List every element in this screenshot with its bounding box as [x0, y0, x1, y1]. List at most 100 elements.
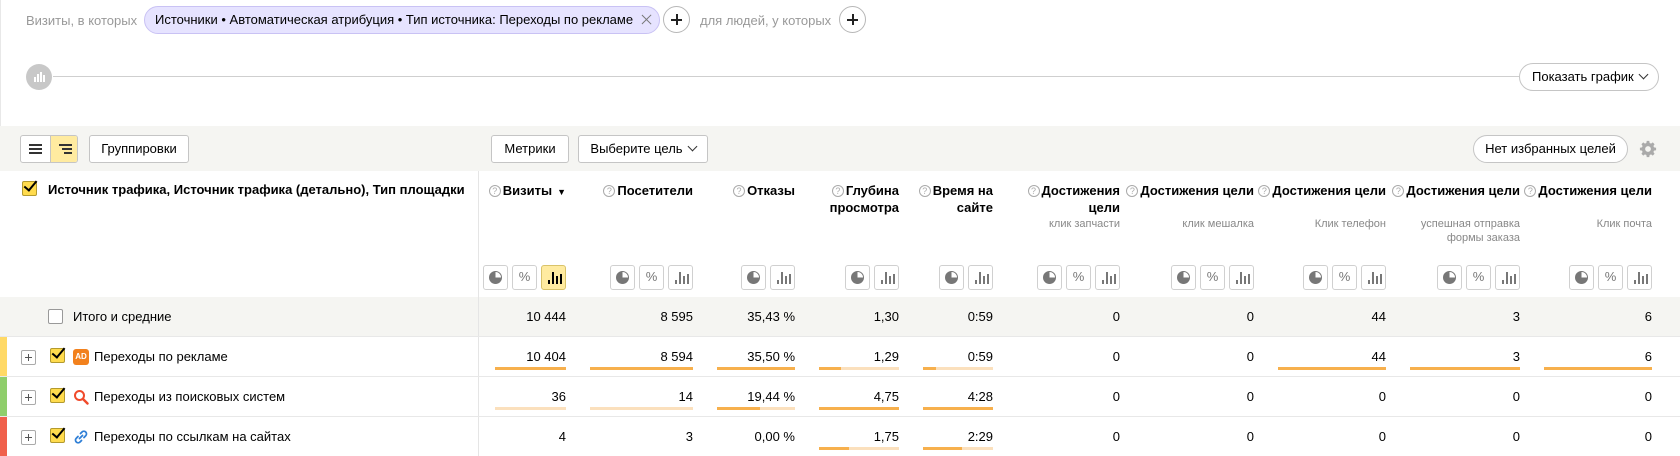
percent-icon: %: [1472, 269, 1485, 284]
metric-cell: 6: [1528, 337, 1660, 376]
percent-button[interactable]: %: [1200, 265, 1225, 290]
metric-value: 1,29: [873, 349, 899, 364]
metric-value: 0: [1246, 389, 1254, 404]
select-goal-button[interactable]: Выберите цель: [578, 135, 708, 163]
help-icon[interactable]: ?: [603, 185, 616, 197]
expand-row-button[interactable]: [21, 350, 36, 365]
pie-chart-button[interactable]: [845, 265, 870, 290]
row-label[interactable]: Переходы по ссылкам на сайтах: [94, 429, 291, 444]
metric-cell: 10 404: [479, 337, 574, 376]
help-icon[interactable]: ?: [1524, 185, 1537, 197]
metric-title[interactable]: ? Время на сайте: [903, 182, 993, 216]
bar-chart-button[interactable]: [874, 265, 899, 290]
bar-chart-button[interactable]: [1229, 265, 1254, 290]
percent-button[interactable]: %: [639, 265, 664, 290]
metric-value: 0: [1512, 389, 1520, 404]
metric-value: 0:59: [967, 349, 993, 364]
help-icon[interactable]: ?: [733, 185, 746, 197]
pie-chart-button[interactable]: [939, 265, 964, 290]
flat-view-button[interactable]: [21, 136, 50, 162]
show-chart-button[interactable]: Показать график: [1519, 63, 1659, 91]
metric-value: 0: [1378, 429, 1386, 444]
pie-chart-button[interactable]: [1437, 265, 1462, 290]
chart-icon[interactable]: [26, 64, 52, 90]
pie-chart-button[interactable]: [483, 265, 508, 290]
metric-title[interactable]: ? Визиты ▼: [475, 182, 566, 201]
search-icon: [73, 389, 89, 405]
row-label[interactable]: Переходы по рекламе: [94, 349, 228, 364]
segment-chip[interactable]: Источники • Автоматическая атрибуция • Т…: [144, 6, 661, 34]
metrics-button[interactable]: Метрики: [491, 135, 569, 163]
help-icon[interactable]: ?: [1392, 185, 1405, 197]
metric-cell: 1,30: [803, 297, 907, 336]
metric-title[interactable]: ? Достижения цели: [1524, 182, 1652, 199]
groupings-button[interactable]: Группировки: [89, 135, 189, 163]
metric-bar-fill: [1278, 367, 1386, 370]
row-checkbox[interactable]: [50, 388, 65, 403]
row-dimension-cell: Переходы из поисковых систем: [0, 377, 479, 416]
pie-chart-button[interactable]: [741, 265, 766, 290]
help-icon[interactable]: ?: [1027, 185, 1040, 197]
bar-chart-icon: [777, 272, 791, 284]
gear-icon[interactable]: [1639, 140, 1657, 158]
metric-bar: [590, 367, 693, 370]
bar-chart-button[interactable]: [1627, 265, 1652, 290]
pie-chart-button[interactable]: [1569, 265, 1594, 290]
totals-checkbox[interactable]: [48, 309, 63, 324]
help-icon[interactable]: ?: [488, 185, 501, 197]
metric-cell: 0: [1394, 417, 1528, 456]
tree-view-button[interactable]: [50, 136, 77, 162]
pie-chart-button[interactable]: [1037, 265, 1062, 290]
metric-bar-fill: [923, 367, 936, 370]
pie-chart-icon: [945, 271, 958, 284]
report-toolbar: Группировки Метрики Выберите цель Нет из…: [0, 126, 1680, 171]
metric-column-header: ? Время на сайте: [907, 171, 1001, 297]
metric-title[interactable]: ? Глубина просмотра: [799, 182, 899, 216]
percent-button[interactable]: %: [1332, 265, 1357, 290]
pie-chart-button[interactable]: [1303, 265, 1328, 290]
percent-button[interactable]: %: [1466, 265, 1491, 290]
metric-bar: [1544, 367, 1652, 370]
row-checkbox[interactable]: [50, 428, 65, 443]
list-icon: [29, 144, 42, 154]
metric-title[interactable]: ? Достижения цели: [997, 182, 1120, 216]
help-icon[interactable]: ?: [1258, 185, 1271, 197]
help-icon[interactable]: ?: [918, 185, 931, 197]
metric-title[interactable]: ? Достижения цели: [1390, 182, 1520, 199]
bar-chart-button[interactable]: [968, 265, 993, 290]
bar-chart-button[interactable]: [1361, 265, 1386, 290]
select-all-checkbox[interactable]: [22, 181, 37, 196]
bar-chart-button[interactable]: [668, 265, 693, 290]
bar-chart-button[interactable]: [1095, 265, 1120, 290]
row-label[interactable]: Переходы из поисковых систем: [94, 389, 286, 404]
metric-title[interactable]: ? Достижения цели: [1124, 182, 1254, 199]
bar-chart-button[interactable]: [541, 265, 566, 290]
metric-bar-fill: [1410, 367, 1520, 370]
sort-desc-icon[interactable]: ▼: [557, 187, 566, 197]
no-favorite-goals-button[interactable]: Нет избранных целей: [1473, 135, 1628, 163]
row-checkbox[interactable]: [50, 348, 65, 363]
expand-row-button[interactable]: [21, 430, 36, 445]
help-icon[interactable]: ?: [831, 185, 844, 197]
percent-button[interactable]: %: [1066, 265, 1091, 290]
metric-title[interactable]: ? Достижения цели: [1258, 182, 1386, 199]
expand-row-button[interactable]: [21, 390, 36, 405]
metric-title[interactable]: ? Посетители: [570, 182, 693, 199]
bar-chart-button[interactable]: [770, 265, 795, 290]
metric-column-header: ? Глубина просмотра: [803, 171, 907, 297]
pie-chart-button[interactable]: [610, 265, 635, 290]
view-mode-toggle[interactable]: [20, 135, 78, 163]
metric-label: Визиты: [502, 183, 553, 198]
percent-button[interactable]: %: [512, 265, 537, 290]
add-people-condition-button[interactable]: [839, 6, 866, 33]
pie-chart-button[interactable]: [1171, 265, 1196, 290]
percent-button[interactable]: %: [1598, 265, 1623, 290]
metric-value: 0: [1378, 389, 1386, 404]
metric-title[interactable]: ? Отказы: [697, 182, 795, 199]
metric-column-header: ? Посетители%: [574, 171, 701, 297]
metric-label: Посетители: [617, 183, 693, 198]
bar-chart-button[interactable]: [1495, 265, 1520, 290]
add-visit-condition-button[interactable]: [663, 6, 690, 33]
close-icon[interactable]: [641, 13, 653, 25]
help-icon[interactable]: ?: [1126, 185, 1139, 197]
